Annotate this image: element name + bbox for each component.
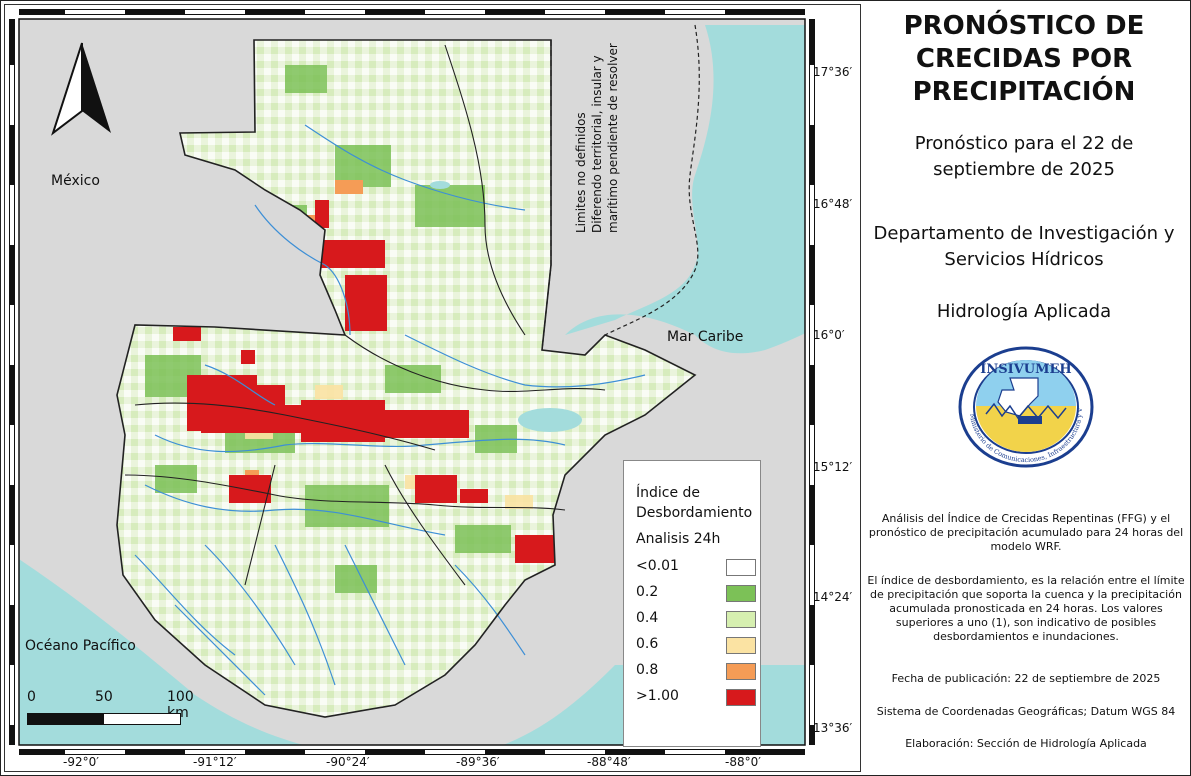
map-frame-border [5, 5, 860, 771]
legend-swatch [726, 611, 756, 628]
department-borders [124, 44, 606, 586]
label-mexico: México [51, 173, 100, 189]
legend-label: 0.2 [636, 584, 659, 600]
scale-mid: 50 [95, 689, 113, 705]
department-line-2: Servicios Hídricos [944, 249, 1104, 270]
index-note: El índice de desbordamiento, es la relac… [867, 574, 1185, 643]
forecast-date-line-1: Pronóstico para el 22 de [914, 133, 1134, 154]
disputed-line-2: Diferendo territorial, insular y [590, 55, 604, 233]
scale-segment-dark [27, 713, 105, 725]
legend-swatch [726, 585, 756, 602]
page-title: PRONÓSTICO DE CRECIDAS POR PRECIPITACIÓN [903, 11, 1145, 107]
disputed-line-3: marítimo pendiente de resolver [606, 43, 620, 233]
legend-label: 0.8 [636, 662, 659, 678]
lat-label: 17°36′ [813, 65, 853, 79]
legend-swatch [726, 689, 756, 706]
insivumeh-logo: INSIVUMEH Ministerio de Comunicaciones, … [958, 346, 1094, 468]
caribbean-sea [565, 25, 860, 354]
legend-label: 0.6 [636, 636, 659, 652]
legend-swatch [726, 663, 756, 680]
legend-label: >1.00 [636, 688, 679, 704]
credits: Elaboración: Sección de Hidrología Aplic… [905, 737, 1147, 750]
legend-label: <0.01 [636, 558, 679, 574]
legend: Índice de Desbordamiento Analisis 24h <0… [623, 460, 761, 747]
lat-label: 14°24′ [813, 590, 853, 604]
north-arrow-icon [51, 42, 111, 136]
analysis-note: Análisis del Índice de Crecidas Repentin… [868, 512, 1184, 553]
legend-label: 0.4 [636, 610, 659, 626]
department-line-1: Departamento de Investigación y [873, 223, 1175, 244]
label-pacific: Océano Pacífico [25, 638, 136, 654]
info-panel: PRONÓSTICO DE CRECIDAS POR PRECIPITACIÓN… [862, 4, 1186, 770]
legend-swatch [726, 637, 756, 654]
lat-label: 16°0′ [813, 328, 845, 342]
lon-label: -89°36′ [456, 755, 500, 769]
legend-swatch [726, 559, 756, 576]
lat-label: 16°48′ [813, 197, 853, 211]
disputed-border-line [541, 40, 552, 351]
scale-segment-light [103, 713, 181, 725]
section-name: Hidrología Aplicada [936, 301, 1112, 322]
disputed-territory-note: Limites no definidos Diferendo territori… [573, 43, 621, 233]
coordinate-system: Sistema de Coordenadas Geográficas; Datu… [876, 705, 1176, 718]
lat-label: 13°36′ [813, 721, 853, 735]
scale-start: 0 [27, 689, 36, 705]
publication-date: Fecha de publicación: 22 de septiembre d… [891, 672, 1161, 685]
lon-label: -92°0′ [63, 755, 99, 769]
legend-title-line-2: Desbordamiento [636, 505, 753, 521]
lon-label: -88°48′ [587, 755, 631, 769]
label-caribbean: Mar Caribe [667, 329, 744, 345]
lon-label: -91°12′ [193, 755, 237, 769]
forecast-date-line-2: septiembre de 2025 [933, 159, 1115, 180]
lon-label: -88°0′ [725, 755, 761, 769]
rivers [134, 124, 646, 696]
guatemala-border [116, 39, 697, 718]
lon-label: -90°24′ [326, 755, 370, 769]
disputed-line-1: Limites no definidos [574, 112, 588, 233]
logo-text: INSIVUMEH [980, 362, 1071, 377]
legend-title-line-1: Índice de [636, 485, 701, 501]
legend-subtitle: Analisis 24h [636, 531, 721, 547]
map-panel: México Mar Caribe Océano Pacífico Limite… [4, 4, 861, 772]
lat-label: 15°12′ [813, 460, 853, 474]
legend-title: Índice de Desbordamiento [636, 483, 752, 523]
